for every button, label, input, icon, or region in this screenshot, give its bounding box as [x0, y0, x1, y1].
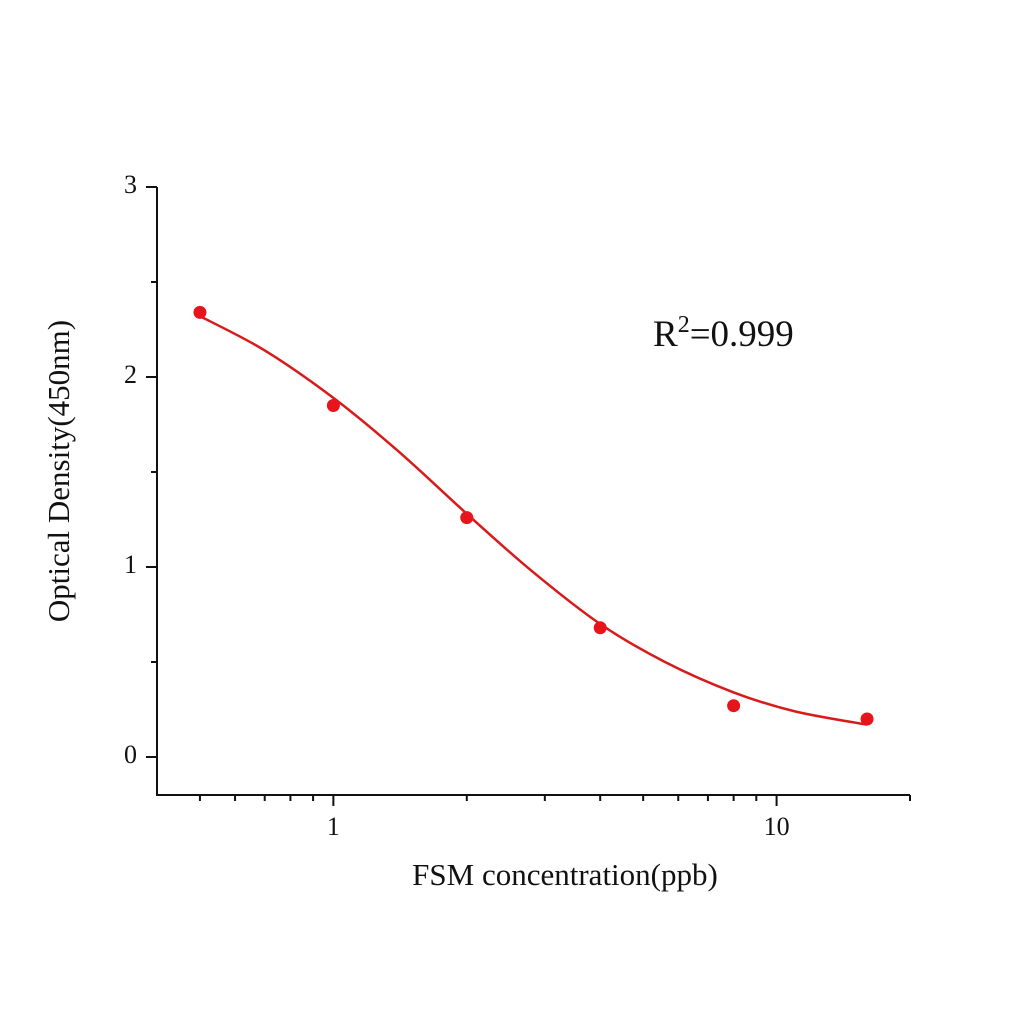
fit-curve [199, 315, 868, 726]
data-point [326, 399, 340, 412]
annotation-superscript: 2 [678, 312, 690, 338]
x-tick-label: 10 [764, 812, 790, 841]
y-tick-label: 1 [124, 550, 137, 579]
y-tick-label: 2 [124, 360, 137, 389]
y-axis-title: Optical Density(450nm) [41, 320, 76, 622]
annotation-base: R [653, 314, 678, 355]
data-point [460, 511, 474, 525]
annotation: R2=0.999 [653, 312, 794, 356]
y-tick-label: 3 [124, 170, 137, 199]
data-point [193, 305, 207, 319]
x-axis-title: FSM concentration(ppb) [412, 857, 718, 892]
data-point [860, 712, 874, 726]
data-point [593, 621, 607, 635]
x-tick-label: 1 [327, 812, 340, 841]
annotation-text: =0.999 [690, 314, 794, 355]
data-point [727, 699, 741, 713]
y-tick-label: 0 [124, 740, 137, 769]
